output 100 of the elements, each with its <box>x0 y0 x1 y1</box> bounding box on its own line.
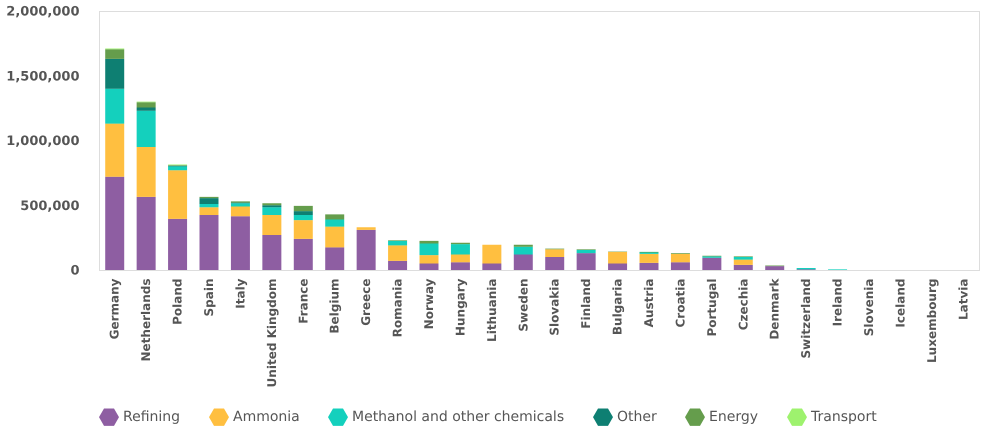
bar <box>640 262 658 270</box>
bar <box>136 102 156 108</box>
bar <box>200 207 218 215</box>
bar <box>325 226 344 248</box>
x-tick-label: Latvia <box>956 278 970 320</box>
legend-label: Refining <box>123 409 180 426</box>
x-tick-label: United Kingdom <box>264 278 279 388</box>
bar <box>168 166 188 170</box>
bar <box>325 219 344 227</box>
bar <box>105 176 124 270</box>
bar <box>545 249 564 258</box>
bar <box>200 198 218 204</box>
x-tick-label: Czechia <box>736 278 750 330</box>
bar <box>450 254 470 262</box>
bar <box>450 244 470 254</box>
x-tick-label: Greece <box>359 278 374 326</box>
y-tick-label: 1,500,000 <box>6 69 80 84</box>
x-tick-label: Croatia <box>673 278 688 328</box>
bar <box>545 257 564 270</box>
x-tick-label: Norway <box>422 278 436 330</box>
bar <box>514 254 533 270</box>
bar <box>420 264 438 270</box>
bar <box>514 246 533 254</box>
bar <box>356 230 376 270</box>
bar <box>608 252 628 264</box>
x-tick-label: France <box>296 278 310 324</box>
x-tick-label: Lithuania <box>484 278 499 342</box>
y-tick-label: 2,000,000 <box>6 4 80 20</box>
bar <box>230 203 250 207</box>
bar <box>294 211 313 215</box>
bar <box>105 88 124 124</box>
x-tick-label: Germany <box>108 278 122 340</box>
bar <box>702 258 722 270</box>
x-tick-label: Bulgaria <box>610 278 625 336</box>
bar <box>294 238 313 270</box>
x-tick-label: Iceland <box>893 278 908 328</box>
bar <box>670 254 690 262</box>
bar <box>230 206 250 216</box>
bar <box>388 245 408 261</box>
bar <box>450 262 470 270</box>
bar <box>608 264 628 270</box>
bar <box>576 250 596 254</box>
x-tick-label: Netherlands <box>139 278 154 362</box>
x-tick-label: Portugal <box>704 278 719 337</box>
bar <box>168 170 188 219</box>
bar <box>294 206 313 212</box>
bar <box>420 243 438 256</box>
bar <box>420 240 438 244</box>
bar <box>670 262 690 270</box>
bar <box>734 264 753 270</box>
x-tick-label: Belgium <box>328 278 342 334</box>
bar <box>325 247 344 270</box>
x-tick-label: Ireland <box>830 278 845 326</box>
bar <box>356 227 376 230</box>
x-tick-label: Denmark <box>768 277 782 340</box>
bar <box>294 214 313 220</box>
x-tick-label: Romania <box>390 278 405 338</box>
bar <box>576 253 596 270</box>
bar <box>168 218 188 270</box>
bar <box>294 220 313 239</box>
legend-label: Ammonia <box>233 409 300 426</box>
bar <box>325 214 344 220</box>
y-tick-label: 0 <box>70 264 80 278</box>
x-tick-label: Switzerland <box>799 278 814 358</box>
bar <box>136 107 156 111</box>
bar <box>420 255 438 264</box>
bar <box>200 204 218 208</box>
bar <box>482 244 502 264</box>
bar <box>262 235 282 270</box>
bar <box>765 266 784 270</box>
bar <box>262 207 282 215</box>
legend-label: Energy <box>709 409 758 426</box>
bar <box>136 110 156 147</box>
bar <box>388 260 408 270</box>
bar <box>105 58 124 89</box>
legend-label: Transport <box>810 409 878 426</box>
bar <box>136 196 156 270</box>
bar <box>262 214 282 236</box>
x-tick-label: Hungary <box>453 278 468 336</box>
bar <box>482 264 502 270</box>
x-tick-label: Slovenia <box>862 278 876 336</box>
x-tick-label: Sweden <box>516 278 530 332</box>
x-tick-label: Luxembourg <box>924 278 939 363</box>
x-tick-label: Spain <box>202 278 216 316</box>
bar <box>734 257 753 260</box>
bar <box>136 146 156 197</box>
x-tick-label: Finland <box>579 278 594 329</box>
x-tick-label: Poland <box>170 278 185 325</box>
x-tick-label: Slovakia <box>548 278 562 336</box>
legend-label: Methanol and other chemicals <box>352 409 564 426</box>
x-tick-label: Austria <box>642 278 656 328</box>
bar <box>734 260 753 265</box>
bar <box>200 214 218 270</box>
y-tick-label: 500,000 <box>20 198 80 214</box>
bar <box>388 240 408 246</box>
bar <box>640 254 658 263</box>
legend-label: Other <box>617 409 657 426</box>
bar <box>230 216 250 270</box>
bar <box>105 49 124 59</box>
x-tick-label: Italy <box>233 278 248 309</box>
